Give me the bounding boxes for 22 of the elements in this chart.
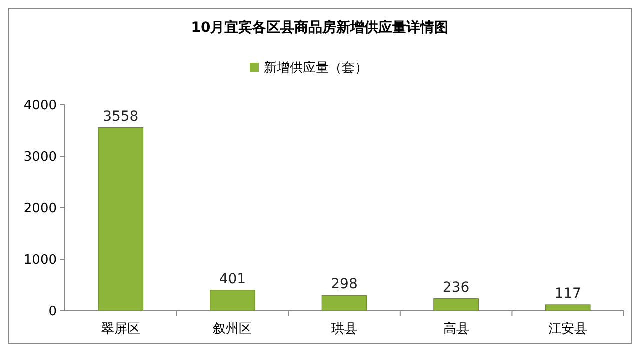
bar [434, 298, 479, 312]
y-tick-label: 0 [48, 304, 57, 320]
x-tick-label: 珙县 [332, 322, 358, 337]
data-label: 298 [331, 276, 358, 293]
x-tick-label: 江安县 [548, 321, 588, 337]
bar [210, 290, 256, 312]
y-tick-label: 3000 [24, 150, 57, 166]
y-tick-label: 4000 [24, 98, 57, 114]
data-label: 117 [554, 286, 582, 302]
x-tick-label: 翠屏区 [101, 322, 140, 337]
chart-title: 10月宜宾各区县商品房新增供应量详情图 [191, 19, 449, 36]
bar [545, 304, 591, 312]
x-tick-label: 叙州区 [213, 322, 252, 337]
y-tick-label: 1000 [24, 253, 57, 268]
bar [322, 295, 368, 312]
legend-label: 新增供应量（套） [264, 60, 368, 76]
y-tick-label: 2000 [24, 202, 57, 217]
bar [98, 127, 144, 312]
data-label: 3558 [103, 108, 139, 125]
data-label: 401 [219, 271, 246, 288]
x-tick-label: 高县 [443, 321, 470, 337]
data-label: 236 [442, 280, 470, 296]
